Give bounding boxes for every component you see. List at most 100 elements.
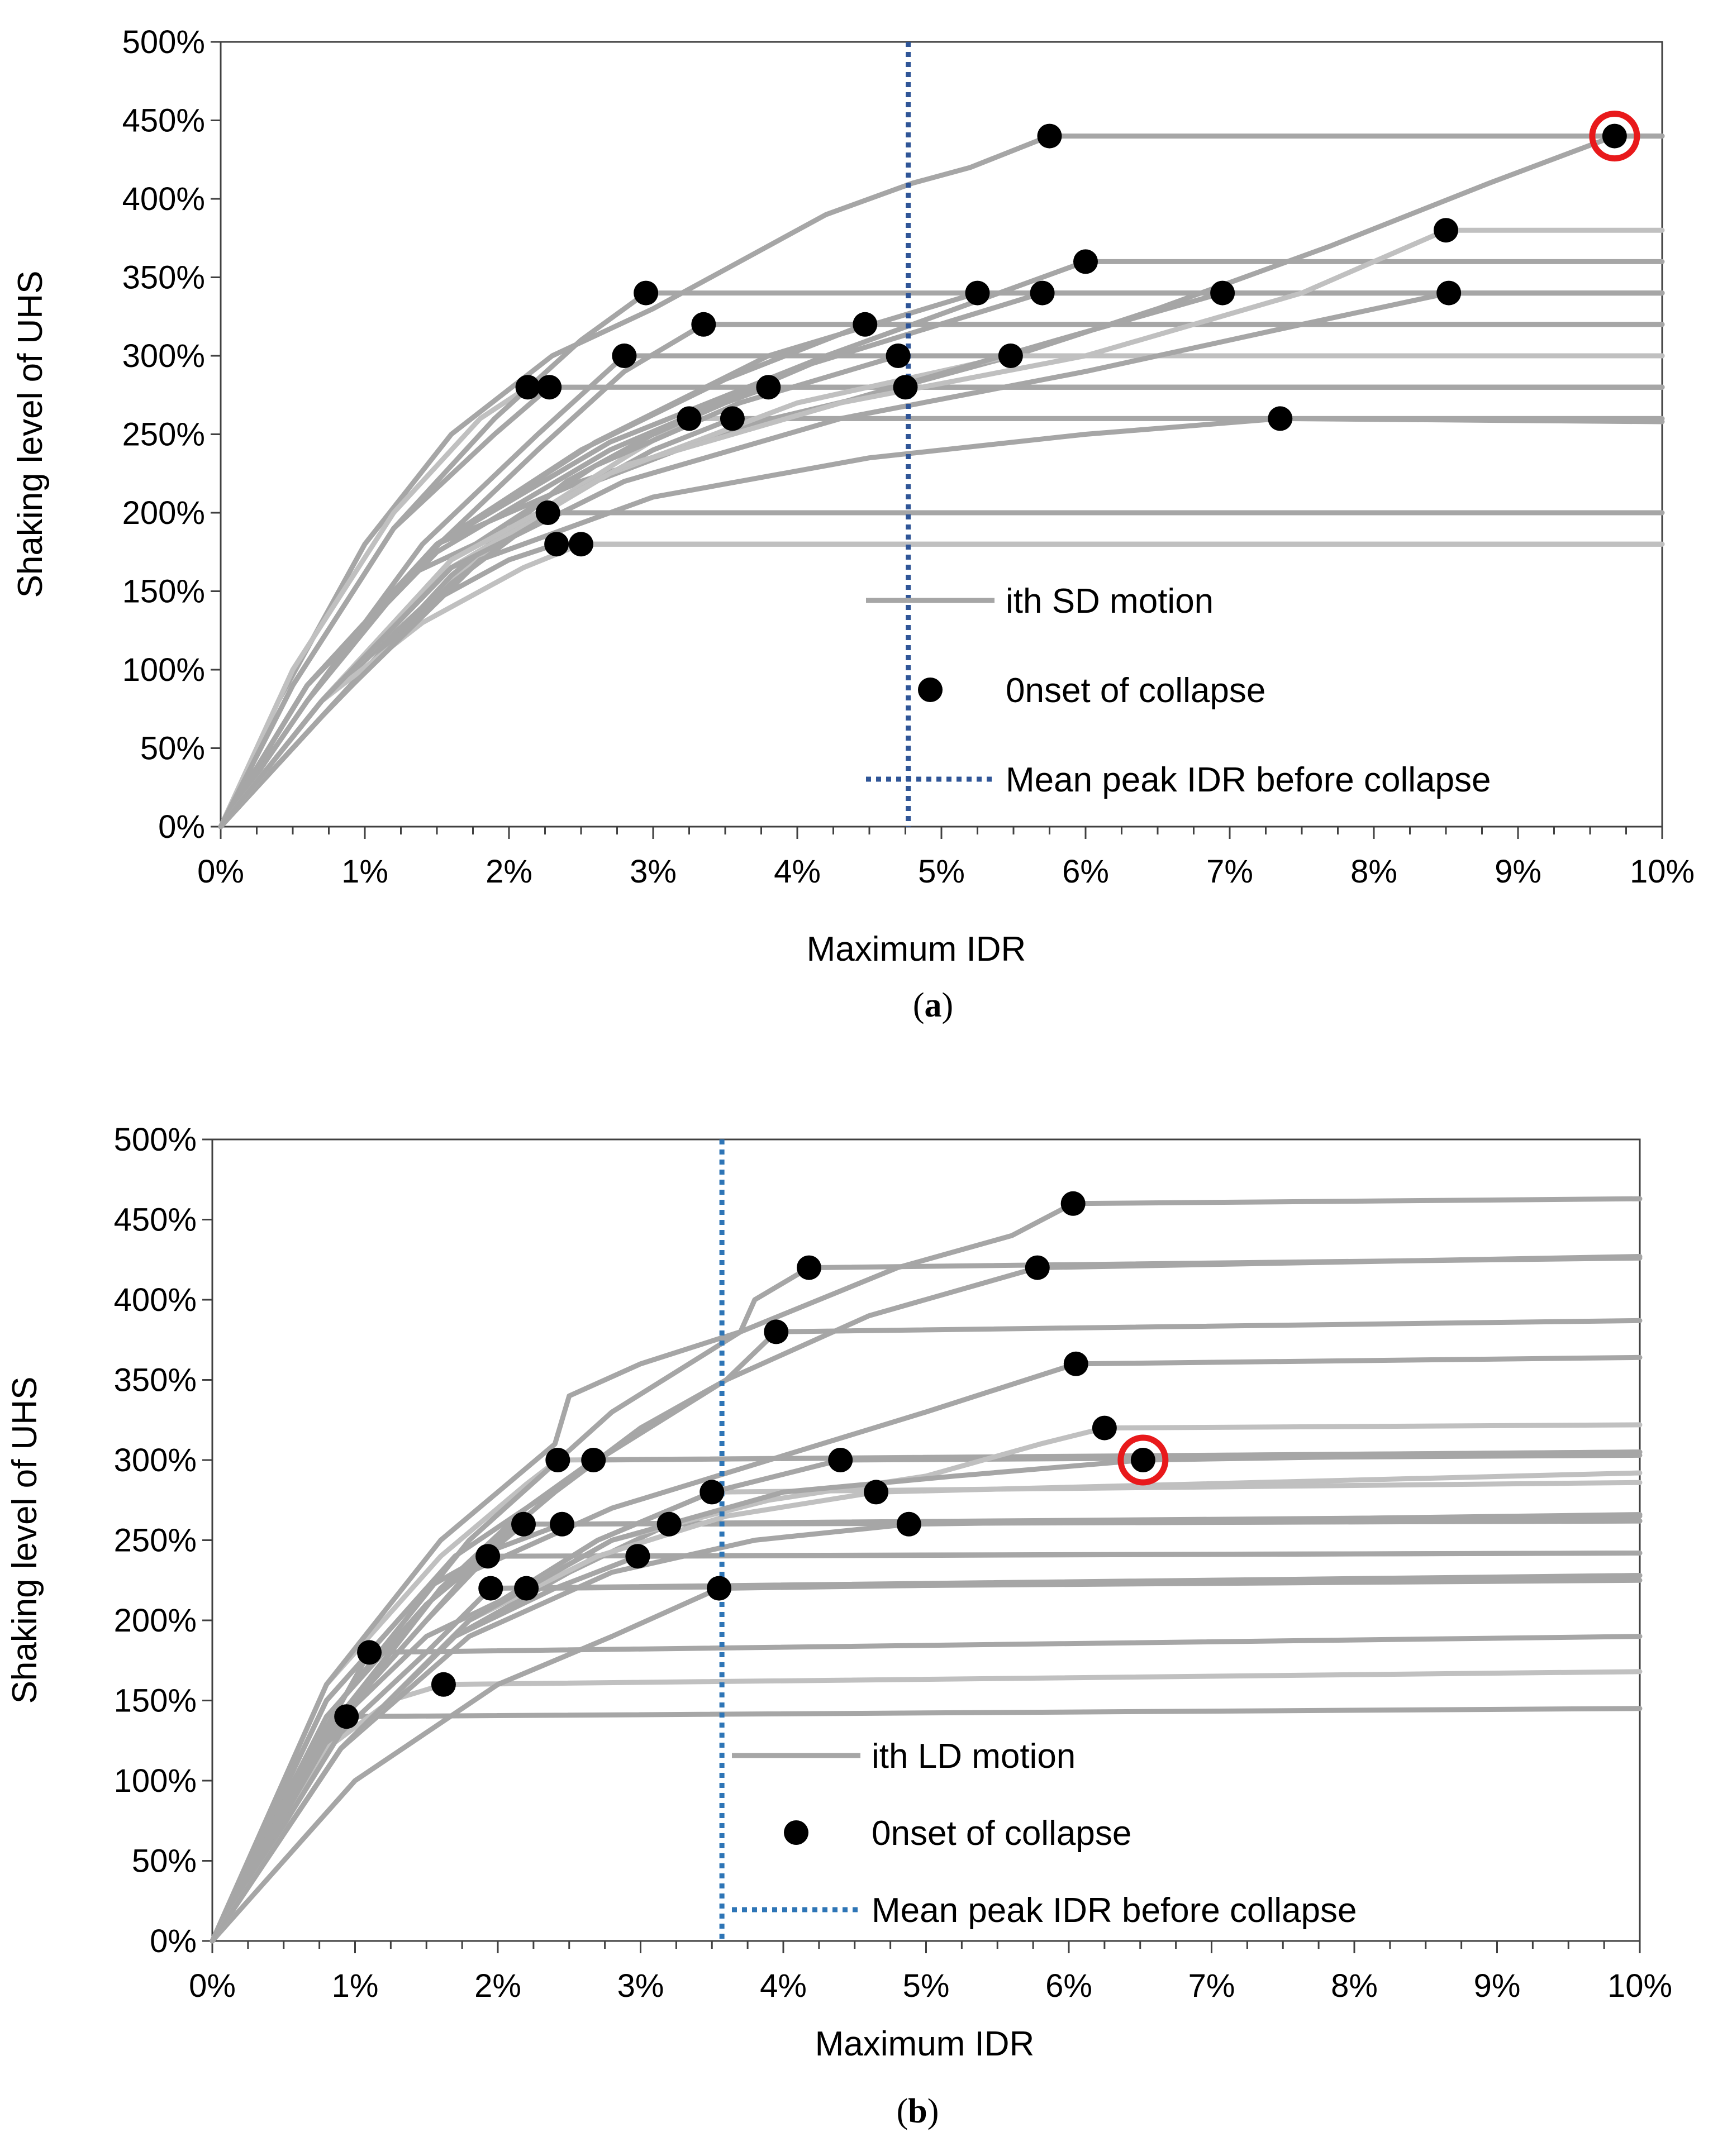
y-tick-label: 150% xyxy=(122,574,205,610)
panel-label-close: ) xyxy=(927,2092,939,2130)
legend-mean-label: Mean peak IDR before collapse xyxy=(1006,761,1491,799)
collapse-point xyxy=(544,532,569,557)
y-tick-label: 300% xyxy=(114,1442,197,1478)
collapse-point xyxy=(1434,218,1458,243)
collapse-point xyxy=(864,1480,889,1505)
collapse-point xyxy=(691,312,716,337)
motion-series-line xyxy=(210,1470,1643,1944)
panel-label-open: ( xyxy=(913,986,925,1024)
x-tick-label: 3% xyxy=(617,1968,664,2004)
motion-series-line xyxy=(210,1449,1643,1944)
collapse-point xyxy=(707,1576,732,1601)
collapse-point xyxy=(1037,123,1062,149)
collapse-point xyxy=(478,1576,503,1601)
collapse-point xyxy=(581,1448,606,1472)
motion-series-line xyxy=(210,1255,1643,1944)
x-tick-label: 9% xyxy=(1495,853,1541,890)
legend-collapse-swatch xyxy=(784,1820,808,1845)
collapse-point xyxy=(569,532,593,557)
x-tick-label: 10% xyxy=(1607,1968,1672,2004)
collapse-point xyxy=(756,375,781,400)
collapse-point xyxy=(514,1576,539,1601)
collapse-point xyxy=(1602,123,1627,149)
x-tick-label: 4% xyxy=(760,1968,807,2004)
collapse-point xyxy=(893,375,918,400)
y-tick-label: 350% xyxy=(114,1362,197,1399)
y-tick-label: 200% xyxy=(114,1602,197,1639)
x-tick-label: 5% xyxy=(903,1968,950,2004)
highlight-ring xyxy=(1589,111,1640,162)
x-tick-label: 0% xyxy=(189,1968,236,2004)
collapse-point xyxy=(965,280,990,306)
motion-series-line xyxy=(210,1452,1643,1944)
y-tick-label: 100% xyxy=(114,1763,197,1799)
y-tick-label: 400% xyxy=(114,1282,197,1318)
motion-series-line xyxy=(218,133,1665,829)
collapse-point xyxy=(700,1480,725,1505)
motion-series-line xyxy=(218,416,1665,829)
collapse-point xyxy=(1092,1415,1117,1440)
legend: ith LD motion 0nset of collapse Mean peak … xyxy=(732,1737,1357,1930)
collapse-point xyxy=(828,1448,853,1472)
y-tick-label: 150% xyxy=(114,1683,197,1719)
y-tick-label: 0% xyxy=(158,809,205,845)
y-tick-label: 200% xyxy=(122,495,205,531)
collapse-point xyxy=(357,1640,382,1665)
legend-collapse-label: 0nset of collapse xyxy=(872,1814,1131,1853)
x-tick-label: 10% xyxy=(1630,853,1695,890)
motion-series-line xyxy=(210,1573,1643,1944)
panel-label-letter: a xyxy=(925,986,942,1024)
x-tick-label: 6% xyxy=(1062,853,1109,890)
collapse-point xyxy=(625,1544,650,1569)
x-tick-label: 7% xyxy=(1206,853,1253,890)
y-tick-label: 50% xyxy=(140,731,205,767)
x-tick-label: 4% xyxy=(774,853,821,890)
collapse-point xyxy=(764,1319,789,1344)
y-tick-label: 450% xyxy=(122,103,205,139)
collapse-point xyxy=(1030,280,1055,306)
x-tick-label: 6% xyxy=(1045,1968,1092,2004)
y-axis-title: Shaking level of UHS xyxy=(6,1377,44,1704)
x-tick-label: 1% xyxy=(341,853,388,890)
highlight-ring xyxy=(1117,1434,1169,1486)
y-tick-label: 400% xyxy=(122,181,205,217)
y-tick-label: 350% xyxy=(122,260,205,296)
collapse-point xyxy=(535,500,560,525)
collapse-point xyxy=(612,344,637,368)
legend-collapse-swatch xyxy=(918,678,943,702)
collapse-point xyxy=(886,344,911,368)
legend-collapse-label: 0nset of collapse xyxy=(1006,671,1265,710)
collapse-point xyxy=(511,1511,536,1537)
x-tick-label: 8% xyxy=(1350,853,1397,890)
y-tick-label: 100% xyxy=(122,652,205,688)
legend: ith SD motion 0nset of collapse Mean peak … xyxy=(866,582,1491,799)
y-tick-label: 500% xyxy=(122,24,205,60)
collapse-point xyxy=(545,1448,570,1472)
x-tick-label: 1% xyxy=(332,1968,379,2004)
collapse-point xyxy=(1073,249,1098,274)
collapse-point xyxy=(896,1511,921,1537)
panel-label-close: ) xyxy=(942,986,954,1024)
legend-motion-label: ith LD motion xyxy=(872,1737,1076,1776)
y-tick-label: 0% xyxy=(150,1923,197,1959)
motion-series-line xyxy=(210,1354,1643,1944)
x-tick-label: 5% xyxy=(918,853,965,890)
collapse-point xyxy=(656,1511,682,1537)
panel-label-letter: b xyxy=(908,2092,927,2130)
legend-mean-label: Mean peak IDR before collapse xyxy=(872,1891,1357,1930)
x-tick-label: 9% xyxy=(1474,1968,1521,2004)
collapse-point xyxy=(1436,280,1462,306)
x-tick-label: 2% xyxy=(474,1968,521,2004)
panel-label: (b) xyxy=(897,2092,939,2130)
chart-panel-b: 0% 1% 2% 3% 4% 5% 6% 7% 8% 9% 10% 0% 50% 100% 150% 200%… xyxy=(6,1122,1672,2130)
panel-label: (a) xyxy=(913,986,953,1024)
chart-panel-a: 0% 1% 2% 3% 4% 5% 6% 7% 8% 9% 10% 0% 50% 100% 150% 200%… xyxy=(11,24,1695,1024)
y-axis-title: Shaking level of UHS xyxy=(11,271,50,598)
panel-label-open: ( xyxy=(897,2092,908,2130)
motion-series-line xyxy=(218,290,1665,829)
collapse-point xyxy=(998,344,1023,368)
x-tick-label: 8% xyxy=(1331,1968,1378,2004)
x-tick-label: 0% xyxy=(197,853,244,890)
collapse-point xyxy=(1063,1351,1088,1376)
